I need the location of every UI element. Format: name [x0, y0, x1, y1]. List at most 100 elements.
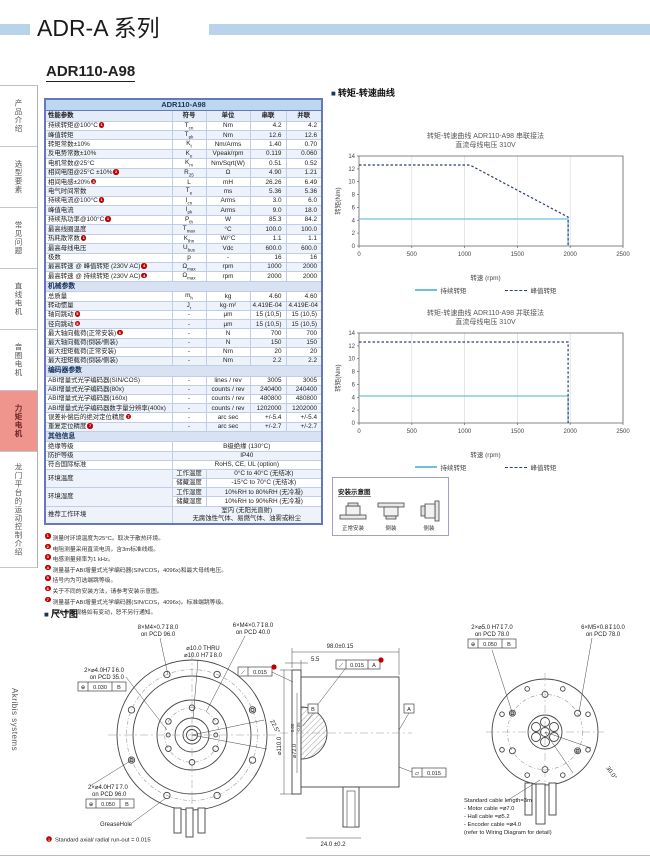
info-row: 环境湿度 工作湿度 10%RH to 80%RH (无冷凝) [44, 487, 323, 507]
footnote-line: 2 电阻测量采用直流电流，含3m标准线缆。 [45, 543, 160, 553]
footnote-marker: 4 [141, 272, 147, 279]
x-axis-label: 转速 (rpm) [470, 452, 501, 460]
datum-a: A [407, 707, 411, 713]
svg-text:6: 6 [352, 206, 356, 212]
mounting-title: 安装示意图 [338, 486, 371, 497]
sidebar-item-1[interactable]: 选型要素 [0, 147, 37, 208]
svg-text:0: 0 [357, 429, 361, 435]
footnote-line: 相关参数规格如有变动，恕不另行通知。 [52, 610, 157, 617]
section-header-row: 其他信息 [44, 430, 323, 443]
mounting-normal: 正常安装 [338, 500, 368, 532]
mounting-inverted: 倒装 [376, 500, 406, 532]
svg-text:2×⌀4.0H7↧7.0: 2×⌀4.0H7↧7.0 [88, 784, 128, 791]
position-tolerance-icon: ⊕ [81, 685, 86, 691]
svg-text:8: 8 [352, 193, 356, 199]
chart-title: 转矩-转速曲线 ADR110-A98 串联接法 [427, 133, 544, 140]
footnote-marker: 5 [74, 311, 81, 317]
sidebar-item-5[interactable]: 力矩电机 [0, 391, 37, 452]
torque-speed-chart-series: 转矩-转速曲线 ADR110-A98 串联接法 直流母线电压 310V 转矩(N… [333, 132, 638, 295]
svg-text:6×M5×0.8↧10.0: 6×M5×0.8↧10.0 [581, 624, 625, 631]
svg-text:6: 6 [352, 383, 356, 389]
footnote-marker: 7 [125, 413, 132, 420]
section-header-row: 机械参数 [44, 280, 323, 293]
sidebar-item-2[interactable]: 常见问题 [0, 208, 37, 269]
svg-text:Standard axial/ radial run-out: Standard axial/ radial run-out = 0.015 [55, 838, 151, 844]
dimension-drawing: 8×M4×0.7↧8.0 on PCD 96.0 6×M4×0.7↧8.0 on… [46, 622, 626, 848]
footnote-marker: 3 [45, 554, 51, 560]
position-tolerance-icon: ⊕ [471, 642, 476, 648]
footnote-marker: 1 [105, 216, 111, 222]
spec-row: 重复定位精度 7- arc sec +/-2.7 +/-2.7 [44, 421, 323, 432]
mounting-side: 侧装 [414, 500, 444, 532]
svg-text:8×M4×0.7↧8.0: 8×M4×0.7↧8.0 [138, 624, 179, 631]
svg-text:-0.05: -0.05 [296, 722, 301, 732]
svg-text:0: 0 [352, 421, 356, 427]
section-header-row: 编码器参数 [44, 365, 323, 377]
svg-text:0.050: 0.050 [101, 802, 115, 808]
column-header-row: 性能参数 符号 单位 串联 并联 [44, 110, 323, 122]
spec-row: 轴向跳动 5- μm 15 (10,5) 15 (10,5) [44, 310, 323, 321]
spec-row: 最高母线电压 Ubus Vdc 600.0 600.0 [44, 243, 323, 254]
datum-b: B [311, 707, 315, 713]
side-view [271, 648, 413, 839]
sidebar-item-6[interactable]: 龙门平台的运动控制介绍 [0, 452, 37, 568]
footnote-marker: 1 [80, 235, 87, 241]
svg-text:B: B [507, 642, 511, 648]
svg-text:30.0°: 30.0° [604, 766, 617, 781]
footnote-marker: 1 [98, 122, 105, 128]
info-row: 环境温度 工作温度 0°C to 40°C (无结冰) [44, 468, 323, 489]
dims-section-header: ■ 尺寸图 [44, 609, 78, 619]
svg-text:24.0 ±0.2: 24.0 ±0.2 [321, 842, 347, 848]
svg-text:on PCD 96.0: on PCD 96.0 [92, 792, 127, 798]
svg-text:22.5°: 22.5° [268, 719, 280, 735]
front-view [89, 635, 276, 838]
sidebar-item-0[interactable]: 产品介绍 [0, 86, 37, 147]
rear-view-labels: 2×⌀5.0 H7↧7.0 on PCD 78.0 ⊕ 0.050 B 6×M5… [464, 624, 626, 836]
spec-row: 最高转速 @ 峰值转矩 (230V AC) 4 Ωmax rpm 1000 2000 [44, 261, 323, 273]
sidebar-nav: 产品介绍 选型要素 常见问题 直线电机 音圈电机 力矩电机 龙门平台的运动控制介绍 [0, 85, 38, 568]
svg-text:0.030: 0.030 [93, 685, 107, 691]
footnote-marker: 2 [113, 169, 119, 175]
footnote-marker: 2 [45, 543, 51, 550]
svg-text:500: 500 [407, 429, 418, 435]
spec-row: 最大轴向载荷(正常安装) 6- N 700 700 [44, 328, 323, 339]
spec-row: ABI增量式光学编码器(160x) - counts / rev 480800 4808… [44, 394, 323, 405]
svg-text:6×M4×0.7↧8.0: 6×M4×0.7↧8.0 [233, 622, 274, 629]
torque-speed-plot: 0 2 4 6 8 10 12 14 0 500 1000 1500 2000 2500 [348, 331, 630, 435]
sidebar-item-4[interactable]: 音圈电机 [0, 330, 37, 391]
footnote-line: 6 关于不同的安装方法，请参考安装示意图。 [45, 585, 163, 595]
brand-text: Akribis systems [10, 688, 19, 752]
cable-note-line: Standard cable length=3m [464, 798, 532, 804]
sidebar-item-3[interactable]: 直线电机 [0, 269, 37, 330]
spec-row: 最大轴向载荷(倒装/侧装) - N 150 150 [44, 337, 323, 348]
spec-row: ABI增量式光学编码器(80x) - counts / rev 240400 24040… [44, 384, 323, 396]
svg-text:0.015: 0.015 [350, 663, 364, 669]
title-accent-bar-right [209, 24, 650, 35]
svg-text:2: 2 [352, 231, 356, 237]
svg-text:0.015: 0.015 [253, 670, 267, 676]
side-view-labels: 98.0±0.15 5.5 ⌀110.0 ⌀72.0 0.00 -0.05 B … [237, 644, 447, 848]
spec-row: 持续电流@100°C 1 Icn Arms 3.0 6.0 [44, 195, 323, 207]
footnote-marker: 5 [74, 320, 81, 327]
svg-text:4: 4 [352, 218, 356, 224]
y-axis-label: 转矩(Nm) [335, 187, 342, 215]
svg-text:2500: 2500 [616, 252, 630, 258]
info-row: 推荐工作环境 室内 (无阳光直射) 无腐蚀性气体、易燃气体、油雾或粉尘 [44, 505, 323, 525]
mounting-diagram-box: 安装示意图 正常安装 倒装 [332, 477, 449, 536]
series-title: ADR-A 系列 [37, 15, 160, 41]
mount-inverted-icon [377, 502, 405, 520]
svg-text:⌀10.0 H7↧8.0: ⌀10.0 H7↧8.0 [184, 652, 223, 659]
spec-row: 最大扭矩载荷(正常安装) - Nm 20 20 [44, 346, 323, 358]
table-title: ADR110-A98 [44, 98, 323, 111]
spec-row: 转矩常数±10% Kt Nm/Arms 1.40 0.70 [44, 139, 323, 150]
spec-row: ABI增量式光学编码器(SIN/COS) - lines / rev 3005 3005 [44, 375, 323, 386]
cable-note-line: - Motor cable =⌀7.0 [464, 806, 514, 812]
table-footnotes: 1 测量时环境温度为25°C。取决于散热环境。 2 电阻测量采用直流电流，含3m标准线… [45, 533, 330, 618]
footnote-marker: 3 [90, 178, 97, 185]
spec-row: 电气时间常数 Te ms 5.36 5.36 [44, 186, 323, 197]
svg-text:2×⌀4.0H7↧6.0: 2×⌀4.0H7↧6.0 [84, 667, 124, 674]
right-column: ■ 转矩-转速曲线 转矩-转速曲线 ADR110-A98 串联接法 直流母线电压 … [331, 86, 643, 536]
footnote-marker: 5 [45, 575, 51, 581]
footnote-marker: 7 [87, 423, 93, 429]
svg-text:on PCD 96.0: on PCD 96.0 [141, 632, 176, 638]
